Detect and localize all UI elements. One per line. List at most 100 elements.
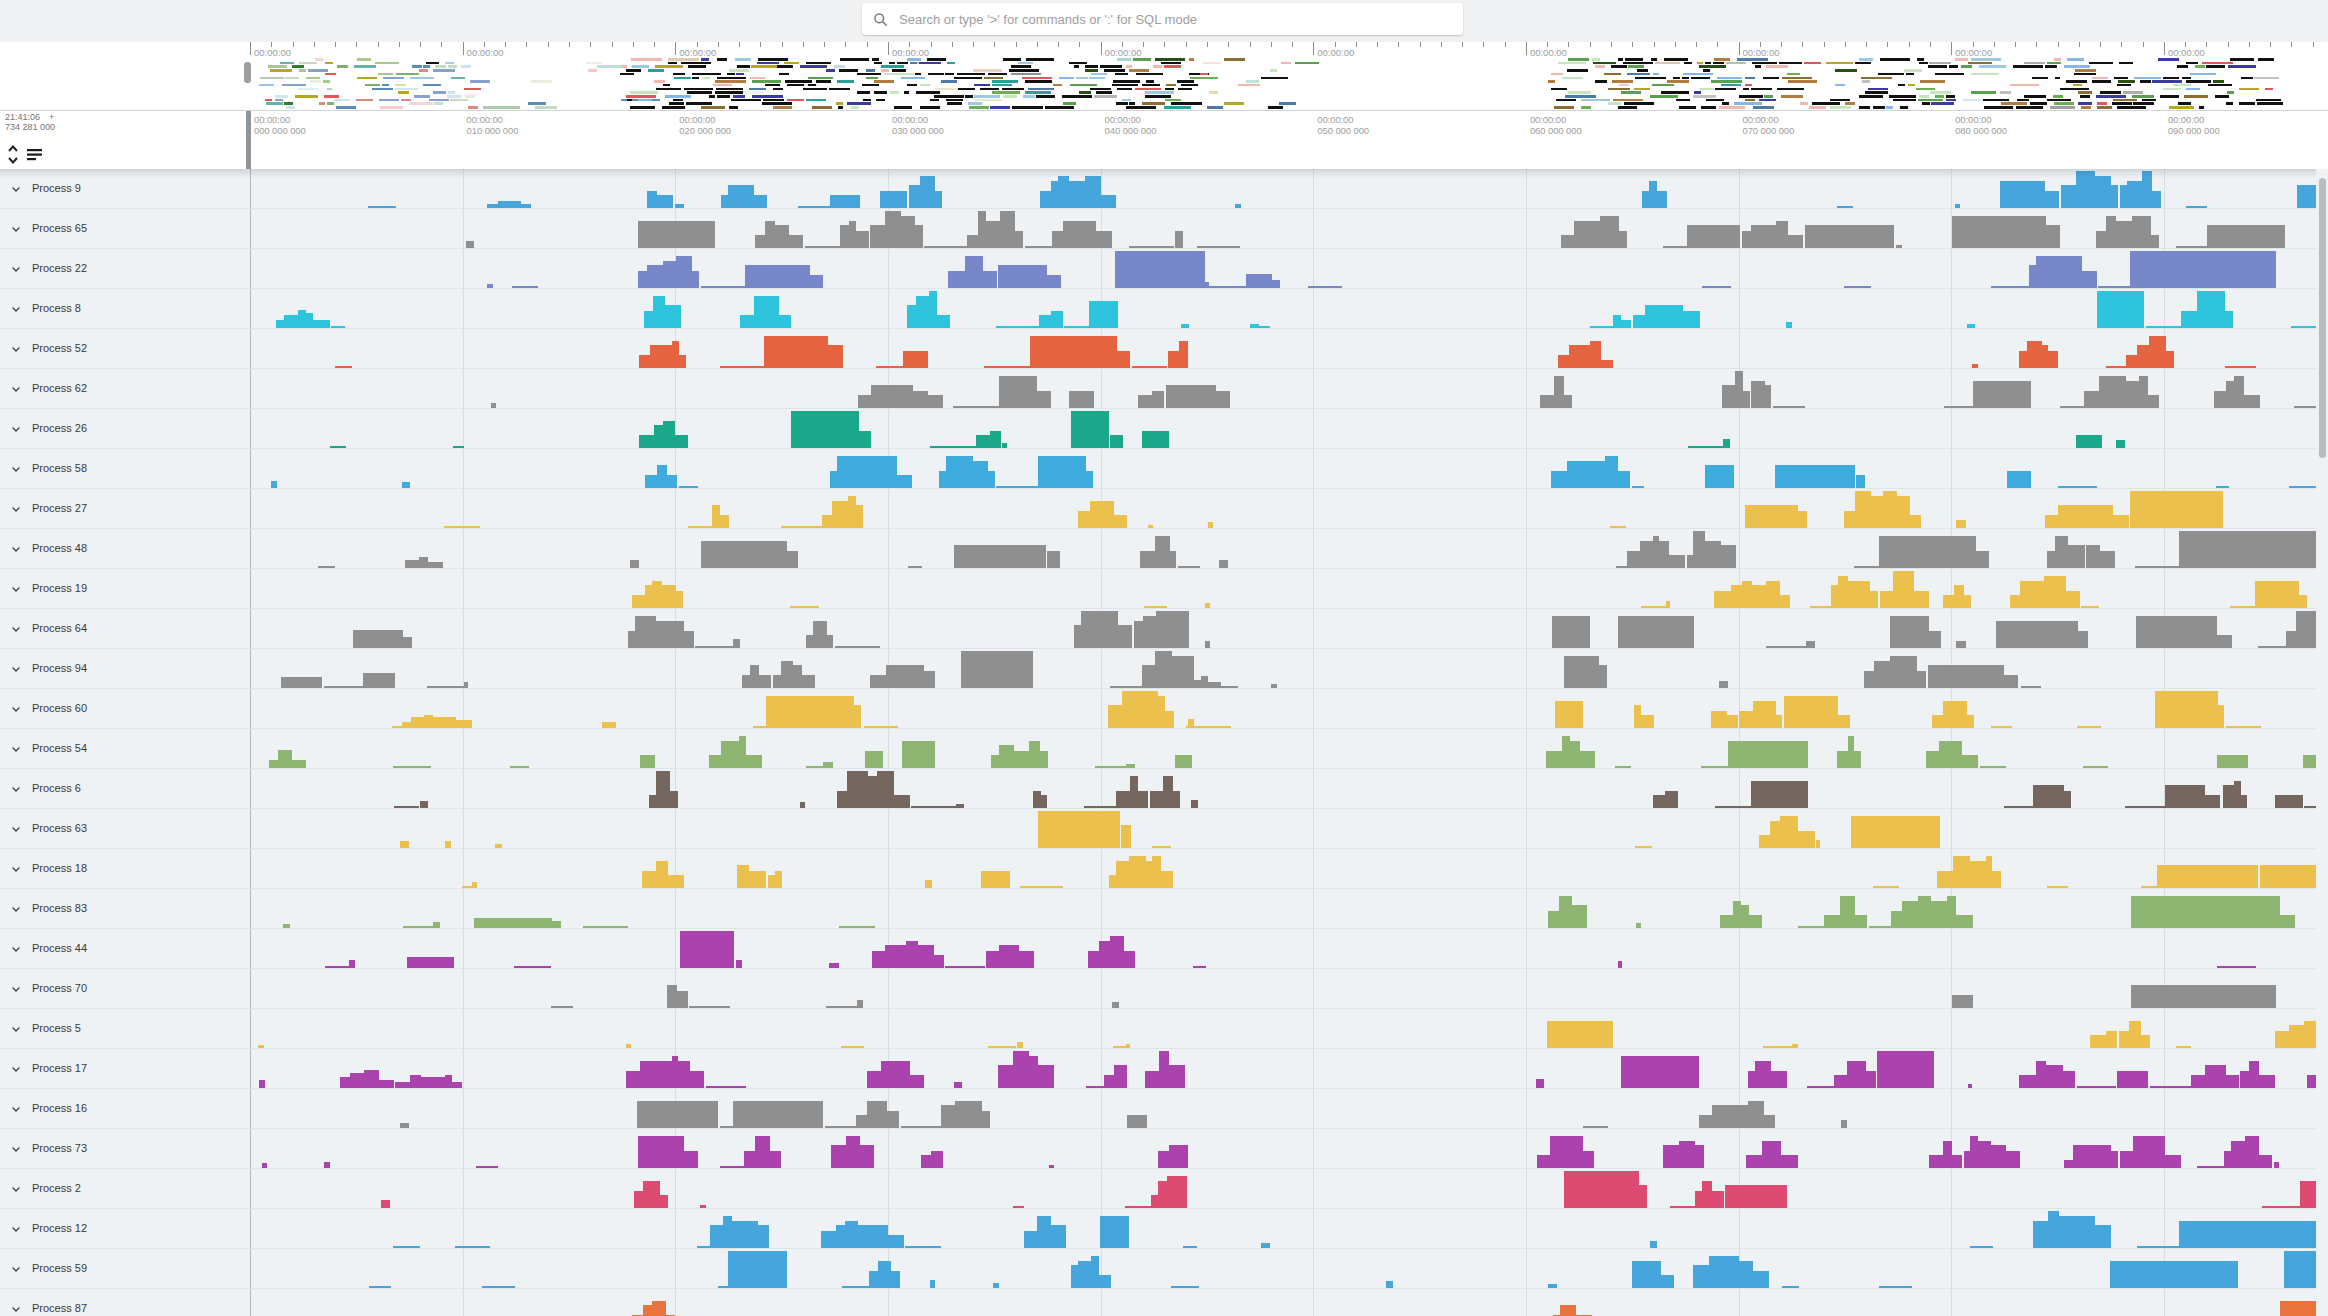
chevron-down-icon[interactable]: [10, 1183, 22, 1195]
track-sort-icon[interactable]: [27, 148, 43, 161]
process-track-group[interactable]: Process 19: [0, 569, 2328, 609]
process-track-label: Process 65: [32, 209, 87, 248]
process-track-label: Process 48: [32, 529, 87, 568]
process-track-group[interactable]: Process 44: [0, 929, 2328, 969]
process-track-label: Process 22: [32, 249, 87, 288]
process-track-group[interactable]: Process 27: [0, 489, 2328, 529]
process-track-group[interactable]: Process 5: [0, 1009, 2328, 1049]
chevron-down-icon[interactable]: [10, 463, 22, 475]
chevron-down-icon[interactable]: [10, 663, 22, 675]
chevron-down-icon[interactable]: [10, 943, 22, 955]
process-track-label: Process 59: [32, 1249, 87, 1288]
process-track-group[interactable]: Process 17: [0, 1049, 2328, 1089]
process-track-group[interactable]: Process 16: [0, 1089, 2328, 1129]
process-track-label: Process 2: [32, 1169, 81, 1208]
process-track-label: Process 52: [32, 329, 87, 368]
process-track-group[interactable]: Process 22: [0, 249, 2328, 289]
process-track-group[interactable]: Process 18: [0, 849, 2328, 889]
process-track-group[interactable]: Process 6: [0, 769, 2328, 809]
process-track-group[interactable]: Process 83: [0, 889, 2328, 929]
chevron-down-icon[interactable]: [10, 623, 22, 635]
process-track-group[interactable]: Process 70: [0, 969, 2328, 1009]
process-track-label: Process 73: [32, 1129, 87, 1168]
process-track-group[interactable]: Process 48: [0, 529, 2328, 569]
process-track-label: Process 58: [32, 449, 87, 488]
viewport-left-bound[interactable]: [246, 111, 251, 169]
overview-time-label: 00:00:00: [1743, 47, 1780, 58]
process-track-group[interactable]: Process 63: [0, 809, 2328, 849]
process-track-group[interactable]: Process 59: [0, 1249, 2328, 1289]
overview-time-label: 00:00:00: [467, 47, 504, 58]
process-track-label: Process 6: [32, 769, 81, 808]
overview-time-label: 00:00:00: [2168, 47, 2205, 58]
chevron-down-icon[interactable]: [10, 503, 22, 515]
process-track-label: Process 27: [32, 489, 87, 528]
chevron-down-icon[interactable]: [10, 983, 22, 995]
chevron-down-icon[interactable]: [10, 903, 22, 915]
process-track-group[interactable]: Process 62: [0, 369, 2328, 409]
ruler-time-label: 00:00:00000 000 000: [254, 114, 306, 136]
process-track-label: Process 19: [32, 569, 87, 608]
process-track-group[interactable]: Process 52: [0, 329, 2328, 369]
process-track-label: Process 5: [32, 1009, 81, 1048]
chevron-down-icon[interactable]: [10, 303, 22, 315]
timeline-overview[interactable]: 00:00:00 00:00:00 00:00:00 00:00:00 00:00:00…: [0, 42, 2328, 110]
chevron-down-icon[interactable]: [10, 1143, 22, 1155]
process-track-group[interactable]: Process 54: [0, 729, 2328, 769]
process-track-label: Process 62: [32, 369, 87, 408]
process-track-group[interactable]: Process 12: [0, 1209, 2328, 1249]
process-track-label: Process 87: [32, 1289, 87, 1316]
expand-collapse-tracks-icon[interactable]: [7, 143, 19, 166]
chevron-down-icon[interactable]: [10, 383, 22, 395]
chevron-down-icon[interactable]: [10, 823, 22, 835]
process-track-group[interactable]: Process 2: [0, 1169, 2328, 1209]
chevron-down-icon[interactable]: [10, 743, 22, 755]
chevron-down-icon[interactable]: [10, 783, 22, 795]
chevron-down-icon[interactable]: [10, 1223, 22, 1235]
process-track-group[interactable]: Process 87: [0, 1289, 2328, 1316]
process-track-group[interactable]: Process 58: [0, 449, 2328, 489]
omnibox-search[interactable]: Search or type '>' for commands or ':' f…: [862, 3, 1463, 35]
process-track-label: Process 26: [32, 409, 87, 448]
vertical-scrollbar[interactable]: [2316, 169, 2328, 1316]
process-track-group[interactable]: Process 8: [0, 289, 2328, 329]
process-track-group[interactable]: Process 65: [0, 209, 2328, 249]
chevron-down-icon[interactable]: [10, 583, 22, 595]
process-track-label: Process 54: [32, 729, 87, 768]
chevron-down-icon[interactable]: [10, 223, 22, 235]
search-placeholder: Search or type '>' for commands or ':' f…: [899, 12, 1197, 27]
process-track-group[interactable]: Process 94: [0, 649, 2328, 689]
process-track-group[interactable]: Process 9: [0, 169, 2328, 209]
ruler-time-label: 00:00:00030 000 000: [892, 114, 944, 136]
chevron-down-icon[interactable]: [10, 703, 22, 715]
process-track-label: Process 70: [32, 969, 87, 1008]
chevron-down-icon[interactable]: [10, 183, 22, 195]
process-track-group[interactable]: Process 60: [0, 689, 2328, 729]
chevron-down-icon[interactable]: [10, 423, 22, 435]
overview-time-label: 00:00:00: [892, 47, 929, 58]
time-ruler[interactable]: 00:00:00000 000 000 00:00:00010 000 000 00…: [0, 110, 2328, 169]
chevron-down-icon[interactable]: [10, 1023, 22, 1035]
chevron-down-icon[interactable]: [10, 543, 22, 555]
process-track-label: Process 16: [32, 1089, 87, 1128]
process-track-label: Process 17: [32, 1049, 87, 1088]
trace-timestamp: 21:41:06+: [5, 112, 54, 122]
process-track-group[interactable]: Process 64: [0, 609, 2328, 649]
scrollbar-thumb[interactable]: [2319, 178, 2326, 458]
chevron-down-icon[interactable]: [10, 1103, 22, 1115]
ruler-time-label: 00:00:00090 000 000: [2168, 114, 2220, 136]
process-track-group[interactable]: Process 73: [0, 1129, 2328, 1169]
chevron-down-icon[interactable]: [10, 263, 22, 275]
ruler-time-label: 00:00:00050 000 000: [1317, 114, 1369, 136]
ruler-time-label: 00:00:00010 000 000: [467, 114, 519, 136]
chevron-down-icon[interactable]: [10, 1263, 22, 1275]
process-track-group[interactable]: Process 26: [0, 409, 2328, 449]
chevron-down-icon[interactable]: [10, 863, 22, 875]
process-track-label: Process 8: [32, 289, 81, 328]
chevron-down-icon[interactable]: [10, 1303, 22, 1315]
process-track-label: Process 60: [32, 689, 87, 728]
chevron-down-icon[interactable]: [10, 1063, 22, 1075]
chevron-down-icon[interactable]: [10, 343, 22, 355]
overview-time-label: 00:00:00: [1530, 47, 1567, 58]
viewport-left-handle[interactable]: [244, 62, 251, 83]
